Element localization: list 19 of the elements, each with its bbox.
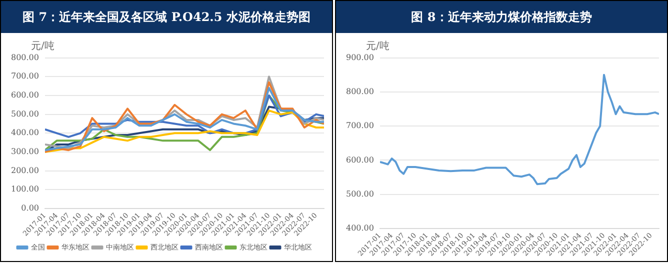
y-tick-label: 500.00 (10, 109, 39, 118)
chart-title: 图 7：近年来全国及各区域 P.O42.5 水泥价格走势图 (1, 1, 332, 33)
y-tick-label: 900.00 (346, 52, 374, 62)
chart-title: 图 8：近年来动力煤价格指数走势 (336, 1, 667, 33)
y-axis-title: 元/吨 (366, 40, 390, 53)
y-tick-label: 0.00 (21, 204, 39, 213)
y-tick-label: 200.00 (10, 166, 39, 175)
y-tick-label: 600.00 (10, 90, 39, 100)
y-tick-label: 500.00 (346, 189, 374, 198)
y-tick-label: 400.00 (10, 128, 39, 138)
y-tick-label: 800.00 (346, 87, 374, 96)
y-tick-label: 700.00 (346, 121, 374, 130)
y-axis-title: 元/吨 (31, 40, 54, 53)
y-tick-label: 100.00 (10, 184, 39, 194)
y-tick-label: 800.00 (10, 52, 39, 62)
y-tick-label: 600.00 (346, 155, 374, 164)
y-tick-label: 700.00 (10, 72, 39, 81)
y-tick-label: 300.00 (10, 147, 39, 156)
y-tick-label: 400.00 (346, 224, 374, 233)
